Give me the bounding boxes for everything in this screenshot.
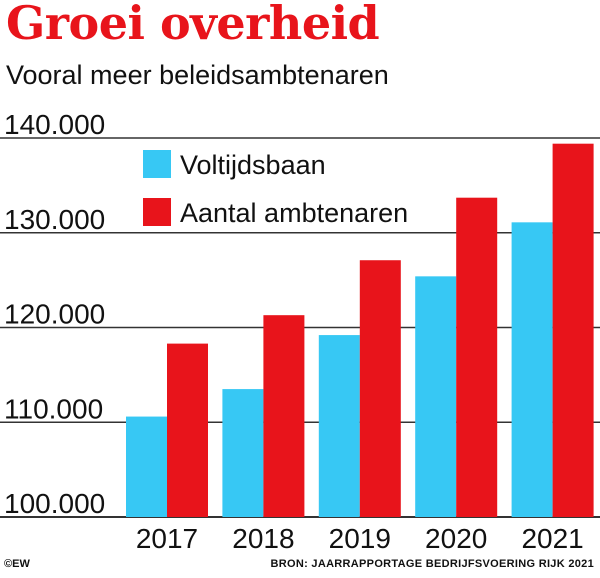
bar-voltijdsbaan	[318, 335, 360, 517]
bar-voltijdsbaan	[222, 389, 264, 517]
legend-swatch	[143, 150, 171, 178]
chart-title: Groei overheid	[6, 0, 380, 50]
bar-voltijdsbaan	[415, 276, 457, 517]
y-axis-ticks: 100.000 110.000 120.000 130.000 140.000	[4, 109, 105, 519]
chart-subtitle: Vooral meer beleidsambtenaren	[6, 60, 389, 90]
x-category-label: 2021	[521, 523, 583, 554]
y-tick-label: 100.000	[4, 488, 105, 519]
bars	[126, 143, 594, 517]
source-label: BRON: JAARRAPPORTAGE BEDRIJFSVOERING RIJ…	[270, 558, 594, 570]
copyright-label: ©EW	[4, 558, 30, 570]
legend-swatch	[143, 198, 171, 226]
legend: Voltijdsbaan Aantal ambtenaren	[143, 150, 408, 228]
y-tick-label: 140.000	[4, 109, 105, 140]
y-tick-label: 110.000	[4, 393, 103, 424]
legend-label: Voltijdsbaan	[180, 150, 326, 180]
x-category-label: 2019	[329, 523, 391, 554]
bar-ambtenaren	[359, 260, 401, 517]
bar-voltijdsbaan	[511, 222, 553, 517]
x-category-label: 2020	[425, 523, 487, 554]
bar-ambtenaren	[167, 343, 208, 517]
y-tick-label: 130.000	[4, 204, 105, 235]
x-category-label: 2017	[136, 523, 198, 554]
bar-ambtenaren	[456, 197, 498, 517]
bar-ambtenaren	[552, 143, 594, 517]
bar-voltijdsbaan	[126, 416, 167, 517]
y-tick-label: 120.000	[4, 299, 105, 330]
x-axis-categories: 2017 2018 2019 2020 2021	[136, 523, 584, 554]
x-category-label: 2018	[232, 523, 294, 554]
legend-label: Aantal ambtenaren	[180, 198, 408, 228]
bar-ambtenaren	[263, 315, 305, 517]
